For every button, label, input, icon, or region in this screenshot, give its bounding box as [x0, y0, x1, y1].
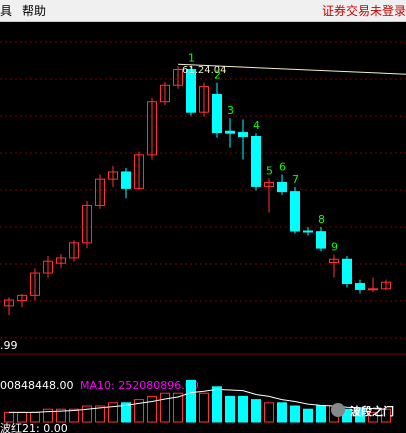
volume-bar	[108, 402, 118, 423]
candle-body	[17, 294, 27, 302]
wave-label: 8	[318, 213, 325, 226]
volume-bar	[69, 408, 79, 423]
candle-body	[108, 171, 118, 180]
volume-bar	[264, 402, 274, 423]
candle-body	[381, 281, 391, 290]
volume-bar	[160, 392, 170, 423]
candle-body	[121, 171, 131, 189]
candle-body	[95, 178, 105, 206]
wave-label: 4	[253, 119, 260, 132]
wave-label: 5	[266, 164, 273, 177]
candle-body	[251, 135, 261, 187]
volume-bar	[147, 395, 157, 423]
volume-bar	[225, 395, 235, 423]
volume-bar	[95, 405, 105, 423]
candle-body	[212, 93, 222, 134]
candle-body	[69, 242, 79, 259]
volume-bar	[82, 405, 92, 423]
candle-body	[316, 231, 326, 249]
wave-label: 2	[214, 69, 221, 82]
wave-label: 7	[292, 173, 299, 186]
candle-body	[342, 258, 352, 285]
volume-bar	[368, 411, 378, 423]
volume-bar	[277, 402, 287, 423]
candle-body	[4, 299, 14, 307]
volume-bar	[186, 379, 196, 423]
login-status: 证券交易未登录	[321, 4, 406, 18]
candle-body	[199, 86, 209, 113]
watermark-text: 波段之门	[350, 404, 394, 418]
menu-bar: 具 帮助 证券交易未登录	[0, 0, 406, 22]
candlestick-series	[4, 65, 391, 316]
volume-bar	[342, 408, 352, 423]
volume-bar	[251, 399, 261, 423]
volume-bar	[238, 395, 248, 423]
footer-indicator: 波红21: 0.00	[0, 422, 68, 433]
volume-bar	[199, 392, 209, 423]
volume-bar	[173, 392, 183, 423]
candle-body	[225, 130, 235, 134]
candle-body	[160, 84, 170, 103]
volume-bar	[30, 411, 40, 423]
wave-label: 6	[279, 161, 286, 174]
candle-body	[147, 101, 157, 156]
volume-bar	[316, 405, 326, 423]
candle-body	[186, 69, 196, 113]
volume-bar	[212, 386, 222, 423]
volume-bar	[56, 408, 66, 423]
wave-label: 9	[331, 241, 338, 254]
volume-bar	[17, 411, 27, 423]
candle-body	[56, 257, 66, 264]
volume-bar	[355, 408, 365, 423]
candle-body	[30, 272, 40, 296]
volume-bar	[4, 411, 14, 423]
candle-body	[82, 204, 92, 244]
candle-body	[355, 283, 365, 290]
candle-body	[329, 258, 339, 264]
watermark: 波段之门	[331, 403, 394, 418]
candle-body	[238, 132, 248, 137]
candle-body	[264, 181, 274, 187]
wave-label: 3	[227, 104, 234, 117]
volume-bar	[43, 408, 53, 423]
volume-bar	[134, 399, 144, 423]
volume-ma-line	[9, 388, 387, 413]
high-marker: 61.24.04	[177, 63, 406, 76]
high-marker-line	[177, 63, 406, 75]
menu-item-tools[interactable]: 具	[0, 4, 13, 18]
wave-labels: 1 2 3 4 5 67 8 9	[188, 52, 338, 254]
candle-body	[173, 69, 183, 86]
volume-bar	[121, 402, 131, 423]
watermark-icon	[331, 403, 345, 417]
menu-item-help[interactable]: 帮助	[22, 4, 47, 18]
candle-body	[303, 230, 313, 233]
candle-body	[43, 260, 53, 274]
stock-chart[interactable]: 61.24.04 1 2 3 4 5 67 8 9 .99 00848448.00 MA10:…	[0, 22, 406, 433]
candle-body	[368, 288, 378, 291]
wave-label: 1	[188, 52, 195, 65]
volume-bar	[303, 408, 313, 423]
ma10-value: MA10: 252080896.00	[80, 379, 199, 392]
high-marker-label: 61.24.04	[182, 65, 227, 76]
candle-body	[290, 191, 300, 232]
volume-value: 00848448.00	[0, 379, 73, 392]
price-scale-label: .99	[0, 339, 18, 352]
candle-body	[277, 181, 287, 193]
candle-body	[134, 154, 144, 189]
volume-bar	[290, 405, 300, 423]
